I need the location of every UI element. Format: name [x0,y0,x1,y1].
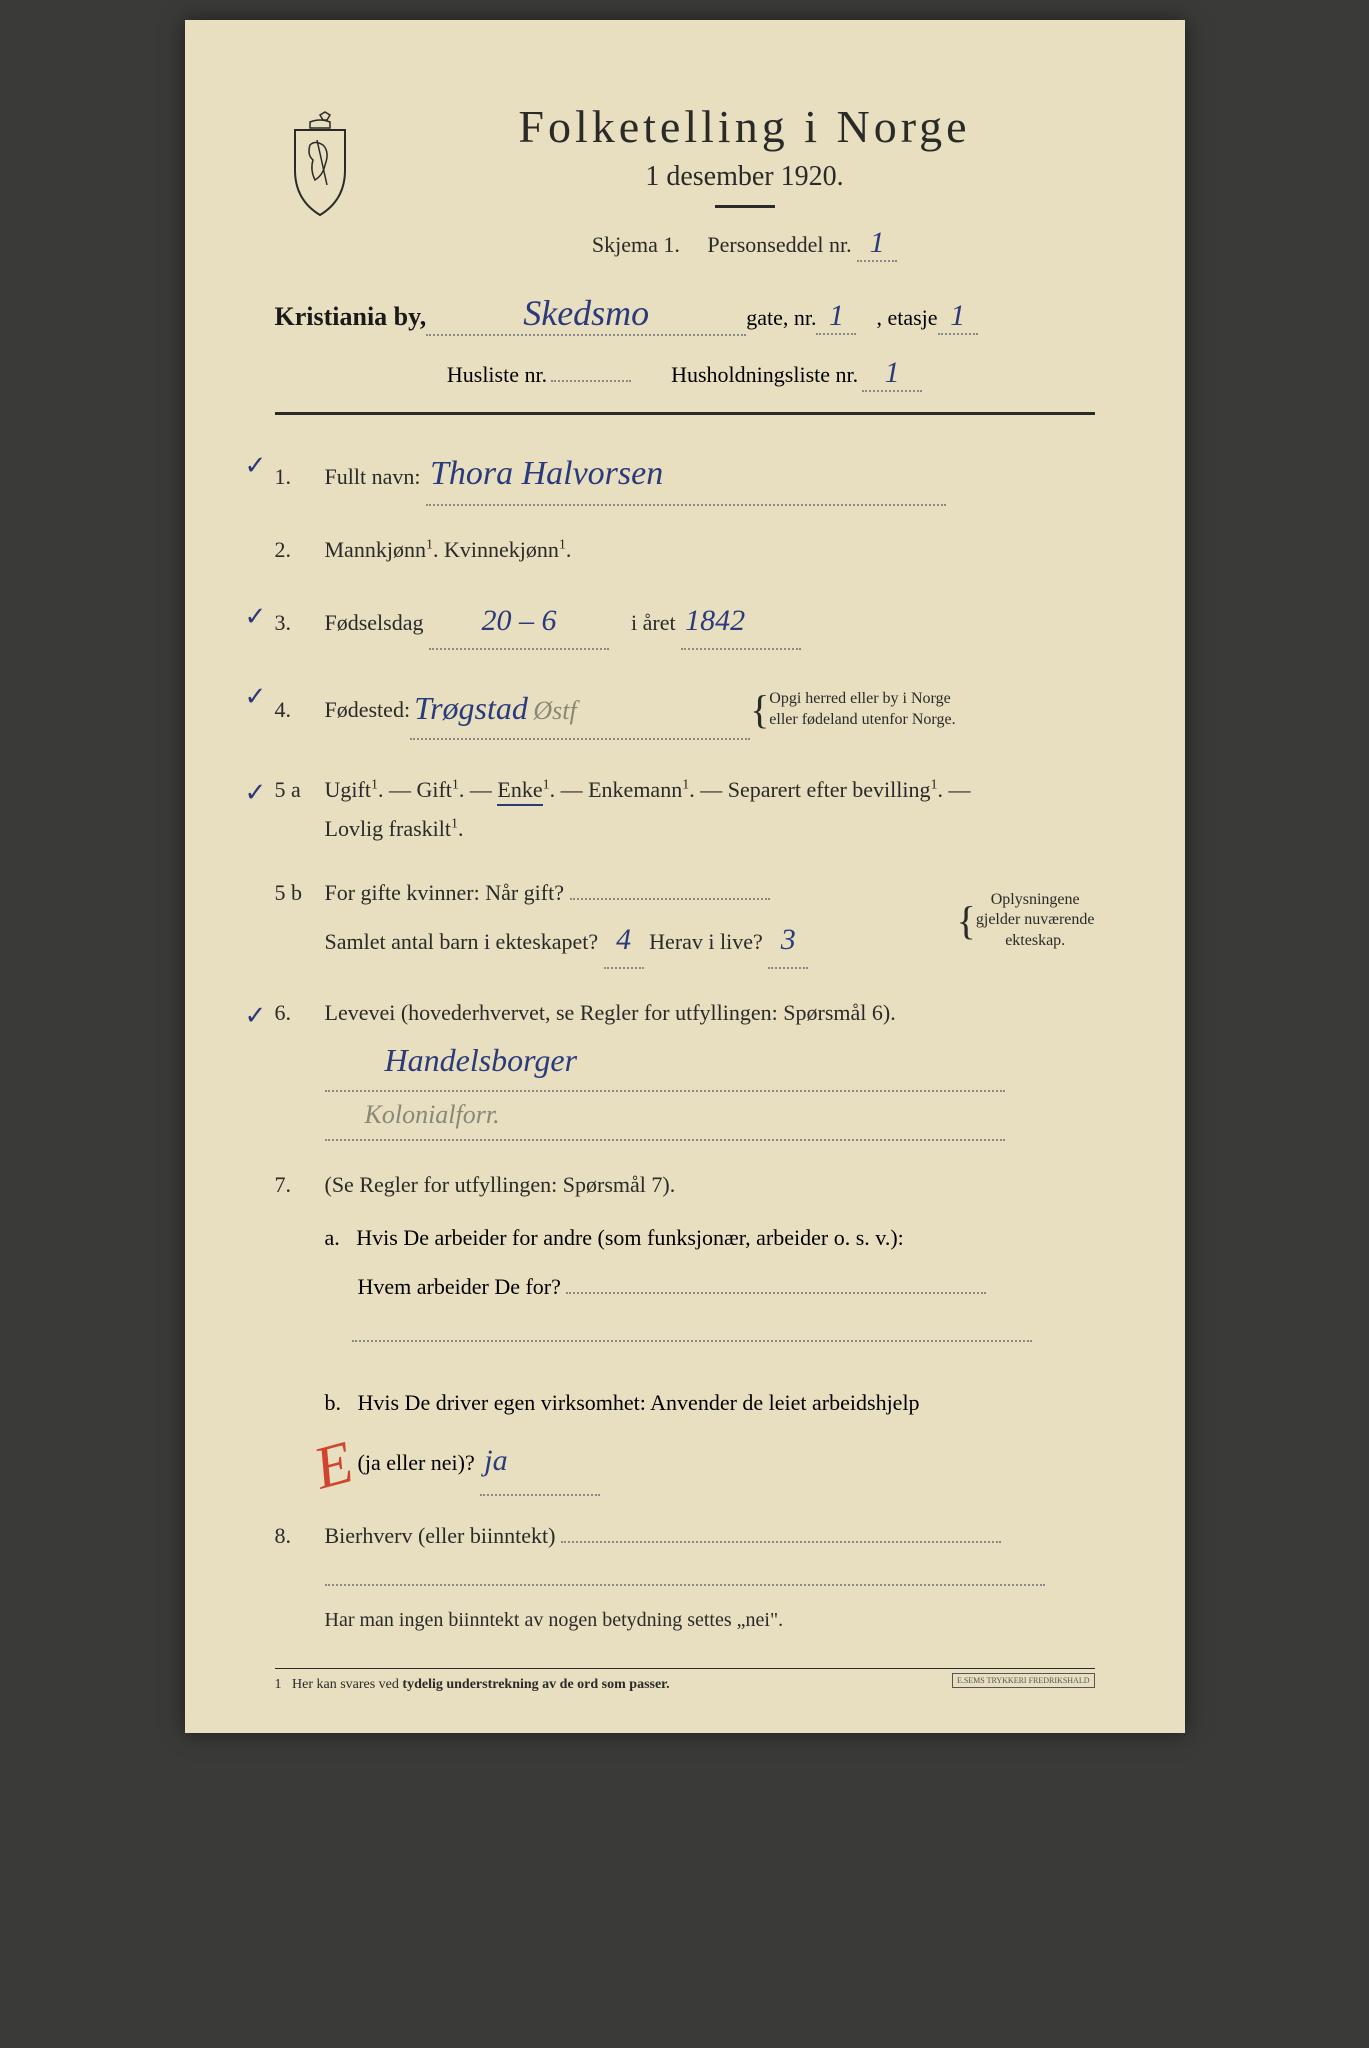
footnote-num: 1 [275,1677,282,1692]
husholdning-label: Husholdningsliste nr. [671,362,858,387]
q5a-enke: Enke [497,777,542,806]
question-6: ✓ 6. Levevei (hovederhvervet, se Regler … [275,993,1095,1141]
census-form-document: Folketelling i Norge 1 desember 1920. Sk… [185,20,1185,1733]
q2-num: 2. [275,530,325,570]
q4-note: Opgi herred eller by i Norge eller fødel… [769,689,955,731]
q5b-num: 5 b [275,873,325,913]
gate-nr: 1 [816,299,856,335]
q5a-enkemann: Enkemann [588,777,682,802]
title-block: Folketelling i Norge 1 desember 1920. Sk… [395,100,1095,262]
q3-year: 1842 [681,594,801,650]
q4-value: Trøgstad [414,690,528,726]
q5b-gift-value [570,898,770,900]
checkmark-icon: ✓ [245,594,267,641]
q3-label: Fødselsdag [325,610,424,635]
q8-num: 8. [275,1516,325,1556]
question-7: 7. (Se Regler for utfyllingen: Spørsmål … [275,1165,1095,1205]
q1-value: Thora Halvorsen [426,443,946,506]
question-8: 8. Bierhverv (eller biinntekt) Har man i… [275,1516,1095,1639]
q5b-children-label: Samlet antal barn i ekteskapet? [325,929,599,954]
schema-label: Skjema 1. [592,232,680,257]
q1-label: Fullt navn: [325,464,421,489]
question-5a: ✓ 5 a Ugift1. — Gift1. — Enke1. — Enkema… [275,770,1095,849]
q3-num: 3. [275,603,325,643]
main-title: Folketelling i Norge [395,100,1095,153]
header-section: Folketelling i Norge 1 desember 1920. Sk… [275,100,1095,262]
checkmark-icon: ✓ [245,993,267,1040]
husliste-nr [551,380,631,382]
schema-line: Skjema 1. Personseddel nr. 1 [395,226,1095,262]
q5b-note: Oplysningene gjelder nuværende ekteskap. [976,890,1095,952]
checkmark-icon: ✓ [245,443,267,490]
brace-icon: { [750,674,769,746]
q7a-value [566,1292,986,1294]
printer-mark: E.SEMS TRYKKERI FREDRIKSHALD [952,1673,1095,1688]
q3-day: 20 – 6 [429,594,609,650]
q1-num: 1. [275,457,325,497]
q7b-value: ja [480,1428,600,1496]
etasje-label: , etasje [876,305,937,331]
husholdning-nr: 1 [862,356,922,392]
q8-value [561,1541,1001,1543]
question-1: ✓ 1. Fullt navn: Thora Halvorsen [275,443,1095,506]
q4-label: Fødested: [325,690,411,730]
q6-label: Levevei (hovederhvervet, se Regler for u… [325,1000,896,1025]
q6-value2: Kolonialforr. [325,1092,1005,1141]
brace-icon: { [957,885,976,957]
q2-male: Mannkjønn [325,537,426,562]
q8-label: Bierhverv (eller biinntekt) [325,1523,556,1548]
q8-line2 [325,1555,1045,1586]
title-divider [715,205,775,208]
footnote-text: Her kan svares ved tydelig understreknin… [292,1677,670,1692]
q5b-children: 4 [604,913,644,969]
q5b-alive: 3 [768,913,808,969]
question-2: 2. Mannkjønn1. Kvinnekjønn1. [275,530,1095,570]
coat-of-arms-icon [275,110,365,220]
q6-num: 6. [275,993,325,1033]
q7a-label: a. [325,1225,340,1250]
q6-value: Handelsborger [325,1032,1005,1092]
q5b-label: For gifte kvinner: Når gift? [325,880,565,905]
q2-female: Kvinnekjønn [444,537,559,562]
q7-num: 7. [275,1165,325,1205]
q5a-gift: Gift [416,777,451,802]
q4-value2: Østf [533,696,576,725]
street-name: Skedsmo [426,292,746,336]
question-4: ✓ 4. Fødested: Trøgstad Østf { Opgi herr… [275,674,1095,746]
checkmark-icon: ✓ [245,770,267,817]
personseddel-label: Personseddel nr. [707,232,851,257]
q7b-text: Hvis De driver egen virksomhet: Anvender… [358,1390,920,1415]
q5a-num: 5 a [275,770,325,810]
q5b-alive-label: Herav i live? [649,929,763,954]
q7a-text2: Hvem arbeider De for? [358,1274,561,1299]
q5a-separert: Separert efter bevilling [728,777,931,802]
section-divider [275,412,1095,415]
q3-year-label: i året [631,610,676,635]
question-5b: 5 b For gifte kvinner: Når gift? Samlet … [275,873,1095,969]
address-row-1: Kristiania by, Skedsmo gate, nr. 1 , eta… [275,292,1095,336]
subtitle-date: 1 desember 1920. [395,161,1095,193]
q7a-line2 [352,1311,1032,1342]
q7a-text1: Hvis De arbeider for andre (som funksjon… [356,1225,904,1250]
address-row-2: Husliste nr. Husholdningsliste nr. 1 [275,356,1095,392]
personseddel-nr: 1 [857,226,897,262]
q7-label: (Se Regler for utfyllingen: Spørsmål 7). [325,1172,676,1197]
husliste-label: Husliste nr. [447,362,547,387]
question-7b: E b. Hvis De driver egen virksomhet: Anv… [325,1379,1095,1495]
q8-note: Har man ingen biinntekt av nogen betydni… [325,1609,784,1631]
question-7a: a. Hvis De arbeider for andre (som funks… [325,1214,1095,1359]
q4-num: 4. [275,690,325,730]
q5a-fraskilt: Lovlig fraskilt [325,816,451,841]
city-label: Kristiania by, [275,302,427,332]
question-3: ✓ 3. Fødselsdag 20 – 6 i året 1842 [275,594,1095,650]
q5a-ugift: Ugift [325,777,371,802]
q7b-text2: (ja eller nei)? [358,1450,475,1475]
checkmark-icon: ✓ [245,674,267,721]
etasje-nr: 1 [938,299,978,335]
gate-label: gate, nr. [746,305,816,331]
